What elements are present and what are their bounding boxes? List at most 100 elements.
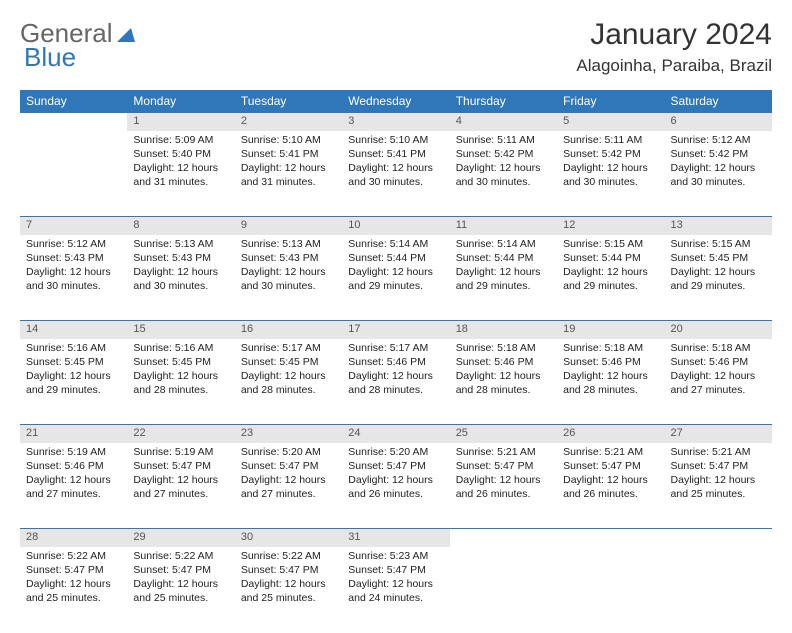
day-number-cell: 6 <box>665 113 772 131</box>
sunset-text: Sunset: 5:42 PM <box>671 147 766 161</box>
day-number-cell: 21 <box>20 425 127 443</box>
day-number-cell: 25 <box>450 425 557 443</box>
day-number-cell: 16 <box>235 321 342 339</box>
daylight-text: Daylight: 12 hours and 26 minutes. <box>348 473 443 501</box>
daylight-text: Daylight: 12 hours and 31 minutes. <box>133 161 228 189</box>
sunset-text: Sunset: 5:45 PM <box>26 355 121 369</box>
sunset-text: Sunset: 5:42 PM <box>456 147 551 161</box>
day-content-cell: Sunrise: 5:21 AMSunset: 5:47 PMDaylight:… <box>665 443 772 529</box>
day-number-cell: 3 <box>342 113 449 131</box>
day-content-cell: Sunrise: 5:14 AMSunset: 5:44 PMDaylight:… <box>450 235 557 321</box>
sunset-text: Sunset: 5:46 PM <box>456 355 551 369</box>
day-content-cell: Sunrise: 5:17 AMSunset: 5:46 PMDaylight:… <box>342 339 449 425</box>
daylight-text: Daylight: 12 hours and 30 minutes. <box>456 161 551 189</box>
sunset-text: Sunset: 5:44 PM <box>348 251 443 265</box>
day-content-row: Sunrise: 5:09 AMSunset: 5:40 PMDaylight:… <box>20 131 772 217</box>
day-number-cell <box>20 113 127 131</box>
sunrise-text: Sunrise: 5:21 AM <box>563 445 658 459</box>
day-number-cell: 20 <box>665 321 772 339</box>
day-number-cell: 31 <box>342 529 449 547</box>
day-content-row: Sunrise: 5:19 AMSunset: 5:46 PMDaylight:… <box>20 443 772 529</box>
day-content-cell: Sunrise: 5:09 AMSunset: 5:40 PMDaylight:… <box>127 131 234 217</box>
sunset-text: Sunset: 5:46 PM <box>26 459 121 473</box>
sunrise-text: Sunrise: 5:14 AM <box>348 237 443 251</box>
day-content-cell: Sunrise: 5:11 AMSunset: 5:42 PMDaylight:… <box>450 131 557 217</box>
day-content-cell: Sunrise: 5:19 AMSunset: 5:46 PMDaylight:… <box>20 443 127 529</box>
daylight-text: Daylight: 12 hours and 28 minutes. <box>563 369 658 397</box>
sunrise-text: Sunrise: 5:10 AM <box>348 133 443 147</box>
day-content-cell: Sunrise: 5:22 AMSunset: 5:47 PMDaylight:… <box>20 547 127 633</box>
sunset-text: Sunset: 5:46 PM <box>671 355 766 369</box>
day-content-cell: Sunrise: 5:13 AMSunset: 5:43 PMDaylight:… <box>235 235 342 321</box>
sunset-text: Sunset: 5:45 PM <box>671 251 766 265</box>
day-number-cell: 30 <box>235 529 342 547</box>
daylight-text: Daylight: 12 hours and 25 minutes. <box>133 577 228 605</box>
day-number-cell: 11 <box>450 217 557 235</box>
weekday-header: Friday <box>557 90 664 113</box>
day-content-cell: Sunrise: 5:18 AMSunset: 5:46 PMDaylight:… <box>450 339 557 425</box>
sunrise-text: Sunrise: 5:16 AM <box>26 341 121 355</box>
day-number-cell: 29 <box>127 529 234 547</box>
daylight-text: Daylight: 12 hours and 28 minutes. <box>241 369 336 397</box>
daylight-text: Daylight: 12 hours and 30 minutes. <box>133 265 228 293</box>
sunrise-text: Sunrise: 5:11 AM <box>563 133 658 147</box>
day-number-cell: 5 <box>557 113 664 131</box>
sunrise-text: Sunrise: 5:18 AM <box>563 341 658 355</box>
daylight-text: Daylight: 12 hours and 26 minutes. <box>563 473 658 501</box>
sunset-text: Sunset: 5:45 PM <box>133 355 228 369</box>
daylight-text: Daylight: 12 hours and 29 minutes. <box>671 265 766 293</box>
sunset-text: Sunset: 5:44 PM <box>456 251 551 265</box>
location: Alagoinha, Paraiba, Brazil <box>576 56 772 76</box>
sunrise-text: Sunrise: 5:17 AM <box>348 341 443 355</box>
sunset-text: Sunset: 5:41 PM <box>348 147 443 161</box>
daylight-text: Daylight: 12 hours and 29 minutes. <box>456 265 551 293</box>
calendar-table: Sunday Monday Tuesday Wednesday Thursday… <box>20 90 772 633</box>
day-number-cell: 13 <box>665 217 772 235</box>
sunrise-text: Sunrise: 5:22 AM <box>133 549 228 563</box>
sunrise-text: Sunrise: 5:22 AM <box>241 549 336 563</box>
day-content-cell: Sunrise: 5:10 AMSunset: 5:41 PMDaylight:… <box>342 131 449 217</box>
day-number-cell: 12 <box>557 217 664 235</box>
weekday-header: Thursday <box>450 90 557 113</box>
day-content-cell: Sunrise: 5:16 AMSunset: 5:45 PMDaylight:… <box>127 339 234 425</box>
day-number-cell <box>665 529 772 547</box>
sunrise-text: Sunrise: 5:14 AM <box>456 237 551 251</box>
day-content-cell: Sunrise: 5:12 AMSunset: 5:43 PMDaylight:… <box>20 235 127 321</box>
day-number-cell: 9 <box>235 217 342 235</box>
sunrise-text: Sunrise: 5:15 AM <box>563 237 658 251</box>
sunset-text: Sunset: 5:47 PM <box>671 459 766 473</box>
day-content-cell: Sunrise: 5:10 AMSunset: 5:41 PMDaylight:… <box>235 131 342 217</box>
sunset-text: Sunset: 5:43 PM <box>241 251 336 265</box>
day-number-cell: 22 <box>127 425 234 443</box>
sunrise-text: Sunrise: 5:18 AM <box>671 341 766 355</box>
sunrise-text: Sunrise: 5:11 AM <box>456 133 551 147</box>
day-content-cell: Sunrise: 5:23 AMSunset: 5:47 PMDaylight:… <box>342 547 449 633</box>
day-number-cell: 1 <box>127 113 234 131</box>
sunrise-text: Sunrise: 5:10 AM <box>241 133 336 147</box>
sunset-text: Sunset: 5:43 PM <box>26 251 121 265</box>
day-number-cell: 4 <box>450 113 557 131</box>
daylight-text: Daylight: 12 hours and 26 minutes. <box>456 473 551 501</box>
daylight-text: Daylight: 12 hours and 28 minutes. <box>133 369 228 397</box>
daylight-text: Daylight: 12 hours and 29 minutes. <box>348 265 443 293</box>
sunrise-text: Sunrise: 5:15 AM <box>671 237 766 251</box>
day-content-cell: Sunrise: 5:14 AMSunset: 5:44 PMDaylight:… <box>342 235 449 321</box>
sunset-text: Sunset: 5:47 PM <box>348 459 443 473</box>
day-content-row: Sunrise: 5:12 AMSunset: 5:43 PMDaylight:… <box>20 235 772 321</box>
sunset-text: Sunset: 5:46 PM <box>563 355 658 369</box>
daylight-text: Daylight: 12 hours and 30 minutes. <box>671 161 766 189</box>
day-number-cell: 8 <box>127 217 234 235</box>
day-content-cell <box>557 547 664 633</box>
sunset-text: Sunset: 5:41 PM <box>241 147 336 161</box>
sunset-text: Sunset: 5:47 PM <box>241 459 336 473</box>
sunrise-text: Sunrise: 5:23 AM <box>348 549 443 563</box>
day-number-cell: 27 <box>665 425 772 443</box>
day-number-cell: 15 <box>127 321 234 339</box>
sunrise-text: Sunrise: 5:21 AM <box>671 445 766 459</box>
daylight-text: Daylight: 12 hours and 31 minutes. <box>241 161 336 189</box>
sunset-text: Sunset: 5:47 PM <box>133 459 228 473</box>
weekday-header-row: Sunday Monday Tuesday Wednesday Thursday… <box>20 90 772 113</box>
logo-text-2: Blue <box>24 42 76 73</box>
sunrise-text: Sunrise: 5:22 AM <box>26 549 121 563</box>
weekday-header: Tuesday <box>235 90 342 113</box>
